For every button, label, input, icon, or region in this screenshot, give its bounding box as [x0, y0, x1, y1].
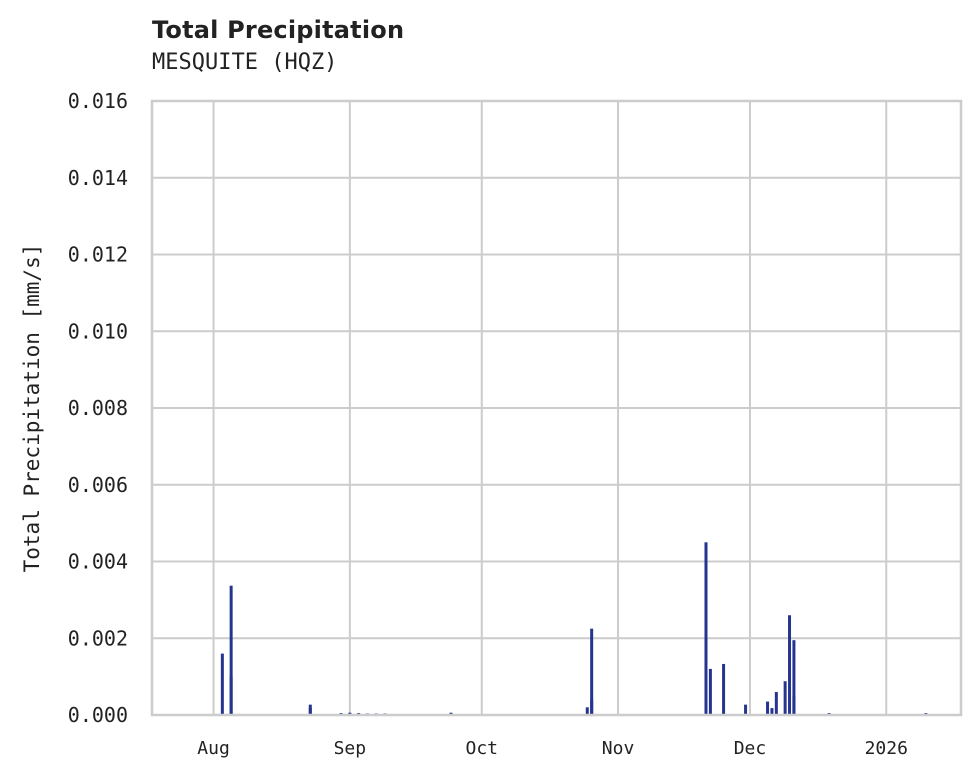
- precipitation-bar: [774, 691, 778, 715]
- precipitation-bar: [308, 708, 312, 715]
- precipitation-bars: [220, 542, 928, 715]
- x-tick-label: Aug: [197, 738, 230, 759]
- precipitation-bar: [766, 701, 770, 715]
- precipitation-bar: [590, 628, 594, 715]
- precipitation-bar: [744, 704, 748, 715]
- y-tick-label: 0.004: [68, 550, 128, 574]
- chart-subtitle: MESQUITE (HQZ): [152, 50, 338, 75]
- precipitation-bar: [770, 708, 774, 715]
- precipitation-bar: [783, 681, 787, 715]
- precipitation-bar: [788, 615, 792, 715]
- y-tick-label: 0.002: [68, 626, 128, 650]
- chart-title: Total Precipitation: [152, 16, 405, 44]
- precipitation-bar: [585, 707, 589, 715]
- precipitation-bar: [792, 640, 796, 715]
- x-axis-ticks: Aug Sep Oct Nov Dec 2026: [197, 738, 908, 759]
- x-tick-label: Sep: [334, 738, 367, 759]
- precipitation-bar: [722, 663, 726, 715]
- x-tick-label: Nov: [602, 738, 635, 759]
- x-tick-label: 2026: [865, 738, 908, 759]
- y-tick-label: 0.006: [68, 473, 128, 497]
- y-tick-label: 0.008: [68, 396, 128, 420]
- precipitation-bar: [229, 585, 233, 715]
- x-tick-label: Oct: [465, 738, 498, 759]
- precipitation-bar: [708, 668, 712, 715]
- plot-frame: [150, 99, 963, 717]
- y-tick-label: 0.012: [68, 243, 128, 267]
- y-tick-label: 0.014: [68, 166, 128, 190]
- y-tick-label: 0.016: [68, 89, 128, 113]
- precipitation-bar: [220, 653, 224, 715]
- y-tick-label: 0.010: [68, 319, 128, 343]
- x-tick-label: Dec: [734, 738, 767, 759]
- y-tick-label: 0.000: [68, 703, 128, 727]
- grid-lines: [152, 100, 961, 716]
- y-axis-ticks: 0.000 0.002 0.004 0.006 0.008 0.010 0.012 0.014…: [68, 89, 128, 727]
- precipitation-bar: [704, 542, 708, 715]
